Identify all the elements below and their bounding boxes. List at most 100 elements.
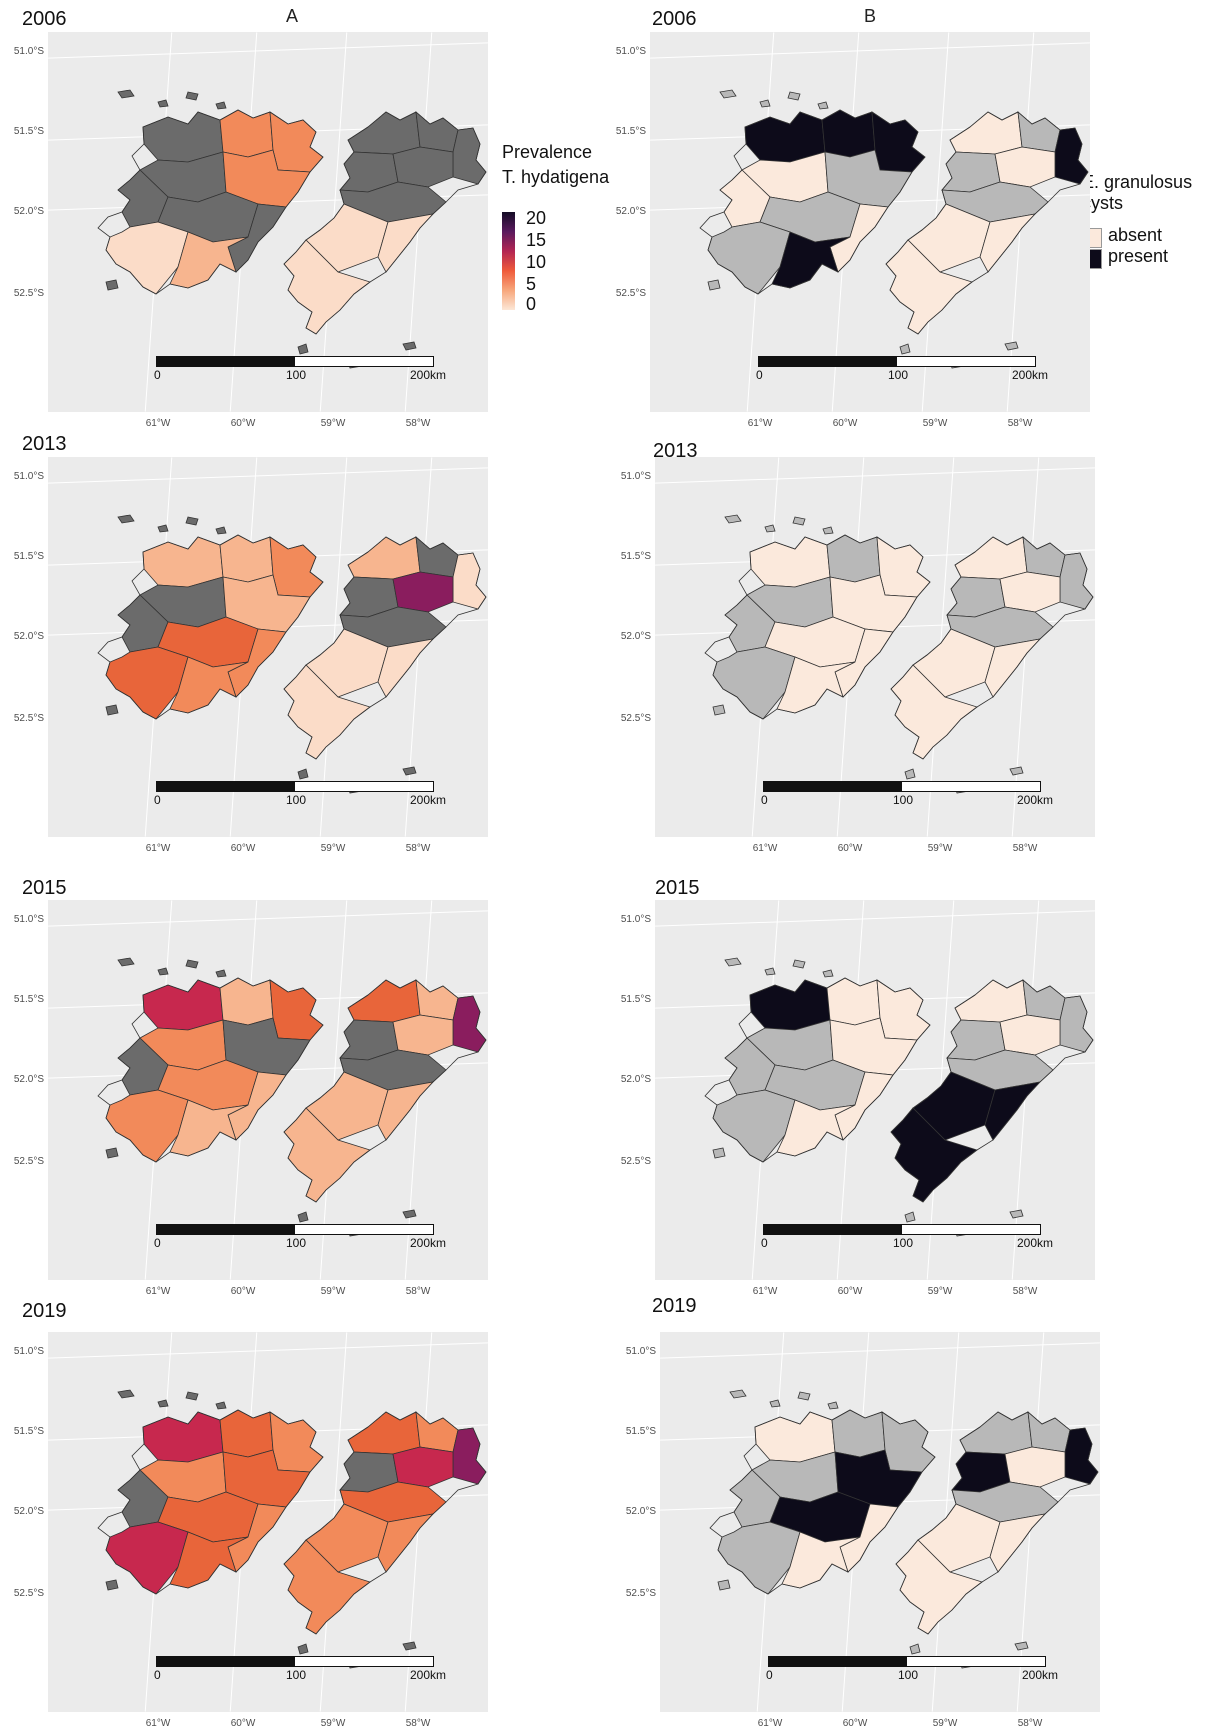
map-area-A-2015: 0 100 200km: [48, 900, 488, 1280]
lat-label-3: 52.5°S: [13, 1588, 44, 1599]
lon-label-1: 60°W: [230, 843, 256, 854]
lon-label-3: 58°W: [405, 843, 431, 854]
lon-label-3: 58°W: [405, 418, 431, 429]
lon-label-3: 58°W: [405, 1718, 431, 1729]
small-island: [787, 91, 801, 101]
district-east: [392, 1446, 454, 1488]
district-east: [994, 146, 1056, 188]
lat-label-2: 52.0°S: [13, 631, 44, 642]
west-falkland-outline: [97, 1409, 324, 1595]
district-east: [1054, 127, 1089, 185]
east-falkland-outline: [895, 1411, 1099, 1635]
district-west: [142, 1411, 224, 1463]
land-A-2019: [97, 1389, 487, 1669]
small-island: [759, 99, 771, 108]
small-island: [764, 967, 776, 976]
small-island: [105, 704, 119, 716]
lon-label-2: 59°W: [927, 1286, 953, 1297]
east-falkland-outline: [890, 536, 1094, 760]
lat-label-1: 51.5°S: [620, 994, 651, 1005]
lon-label-1: 60°W: [230, 1718, 256, 1729]
district-east: [999, 571, 1061, 613]
district-west: [876, 979, 931, 1041]
lat-label-3: 52.5°S: [620, 713, 651, 724]
legend-color-gradient: [502, 212, 515, 310]
small-island: [157, 1399, 169, 1408]
scale-label-200: 200km: [1017, 1236, 1054, 1250]
small-island: [157, 967, 169, 976]
scale-bar-white: [907, 1657, 1045, 1666]
small-island: [297, 1643, 309, 1655]
legend-tick-15: 15: [526, 230, 547, 250]
lon-label-0: 61°W: [145, 418, 171, 429]
scale-bar-black: [764, 1225, 902, 1234]
small-island: [792, 959, 806, 969]
legend-label-present: present: [1108, 246, 1169, 266]
scale-bar-white: [902, 782, 1040, 791]
map-area-A-2013: 0 100 200km: [48, 457, 488, 837]
district-west: [219, 977, 274, 1026]
lat-label-1: 51.5°S: [615, 126, 646, 137]
scale-label-100: 100: [286, 793, 307, 807]
district-east: [452, 552, 487, 610]
scale-bar-B-2006: [758, 356, 1036, 367]
district-east: [1059, 552, 1094, 610]
lat-label-2: 52.0°S: [13, 1074, 44, 1085]
scale-bar-white: [897, 357, 1035, 366]
district-west: [219, 109, 274, 158]
small-island: [712, 1147, 726, 1159]
small-island: [402, 766, 417, 776]
small-island: [719, 89, 737, 99]
lat-label-1: 51.5°S: [625, 1426, 656, 1437]
lon-label-2: 59°W: [320, 1286, 346, 1297]
west-falkland-outline: [699, 109, 926, 295]
small-island: [185, 1391, 199, 1401]
scale-label-0: 0: [761, 793, 768, 807]
district-west: [269, 979, 324, 1041]
lat-label-0: 51.0°S: [13, 1346, 44, 1357]
scale-label-100: 100: [286, 1668, 307, 1682]
district-east: [1022, 536, 1066, 578]
small-island: [822, 526, 834, 535]
lat-label-1: 51.5°S: [13, 994, 44, 1005]
small-island: [724, 957, 742, 967]
small-island: [105, 1579, 119, 1591]
district-west: [142, 536, 224, 588]
small-island: [185, 516, 199, 526]
scale-label-0: 0: [154, 1668, 161, 1682]
map-area-B-2013: 0 100 200km: [655, 457, 1095, 837]
lon-label-3: 58°W: [1012, 1286, 1038, 1297]
small-island: [215, 1401, 227, 1410]
scale-bar-black: [769, 1657, 907, 1666]
scale-label-0: 0: [766, 1668, 773, 1682]
scale-label-200: 200km: [410, 1668, 447, 1682]
panel-year-B-2006: 2006: [652, 8, 697, 30]
small-island: [1014, 1641, 1029, 1651]
west-falkland-outline: [97, 109, 324, 295]
panel-year-A-2015: 2015: [22, 877, 67, 899]
scale-bar-B-2015: [763, 1224, 1041, 1235]
district-east: [1004, 1446, 1066, 1488]
lon-label-2: 59°W: [320, 418, 346, 429]
small-island: [792, 516, 806, 526]
panel-year-B-2019: 2019: [652, 1295, 697, 1317]
map-area-B-2015: 0 100 200km: [655, 900, 1095, 1280]
small-island: [769, 1399, 781, 1408]
lon-label-2: 59°W: [932, 1718, 958, 1729]
scale-bar-B-2019: [768, 1656, 1046, 1667]
lon-label-0: 61°W: [145, 843, 171, 854]
small-island: [105, 1147, 119, 1159]
small-island: [185, 91, 199, 101]
lat-label-2: 52.0°S: [615, 206, 646, 217]
lat-label-0: 51.0°S: [615, 46, 646, 57]
lon-label-1: 60°W: [832, 418, 858, 429]
legend-tick-5: 5: [526, 274, 537, 294]
west-falkland-outline: [704, 977, 931, 1163]
district-west: [142, 111, 224, 163]
lat-label-3: 52.5°S: [13, 1156, 44, 1167]
lon-label-0: 61°W: [145, 1286, 171, 1297]
small-island: [185, 959, 199, 969]
lat-label-2: 52.0°S: [620, 1074, 651, 1085]
district-west: [826, 534, 881, 583]
scale-label-0: 0: [154, 793, 161, 807]
